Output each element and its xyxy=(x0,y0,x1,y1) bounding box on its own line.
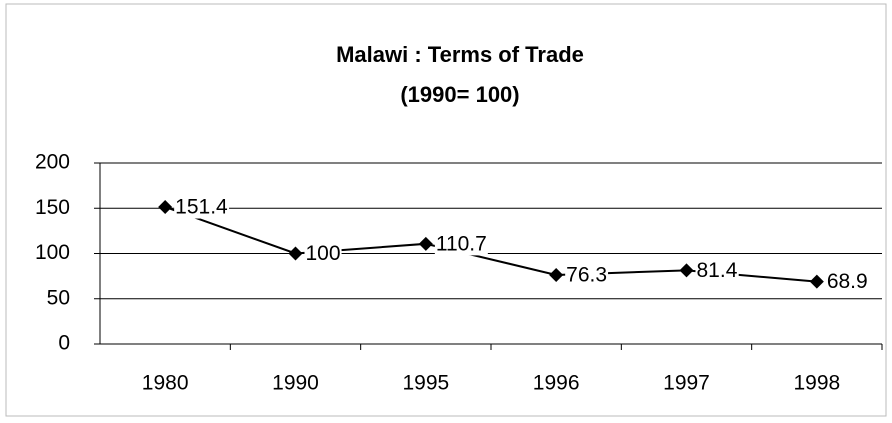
marker xyxy=(158,199,173,214)
y-tick-label: 150 xyxy=(35,196,70,219)
data-label: 110.7 xyxy=(436,232,487,255)
marker xyxy=(809,274,824,289)
data-label: 100 xyxy=(306,242,341,265)
marker xyxy=(679,263,694,278)
chart-title: Malawi : Terms of Trade xyxy=(336,42,584,67)
x-tick-label: 1980 xyxy=(142,372,189,395)
data-label: 81.4 xyxy=(697,259,738,282)
data-label-bg xyxy=(565,263,609,287)
data-label: 151.4 xyxy=(175,196,228,219)
marker xyxy=(288,246,303,261)
data-label-bg xyxy=(174,195,230,219)
y-tick-label: 50 xyxy=(47,286,70,309)
chart-subtitle: (1990= 100) xyxy=(400,82,519,107)
marker xyxy=(418,236,433,251)
x-tick-label: 1997 xyxy=(663,372,710,395)
data-label-bg xyxy=(825,270,869,294)
x-tick-label: 1998 xyxy=(793,372,840,395)
y-tick-label: 0 xyxy=(58,332,70,355)
data-label-bg xyxy=(434,232,488,256)
x-tick-label: 1990 xyxy=(272,372,319,395)
data-label-bg xyxy=(304,242,342,266)
data-label: 68.9 xyxy=(827,270,868,293)
data-label-bg xyxy=(695,258,739,282)
x-tick-label: 1996 xyxy=(533,372,580,395)
x-tick-label: 1995 xyxy=(402,372,449,395)
y-tick-label: 200 xyxy=(35,151,70,174)
y-tick-label: 100 xyxy=(35,241,70,264)
data-label: 76.3 xyxy=(566,263,607,286)
marker xyxy=(549,267,564,282)
chart-frame xyxy=(5,3,887,417)
